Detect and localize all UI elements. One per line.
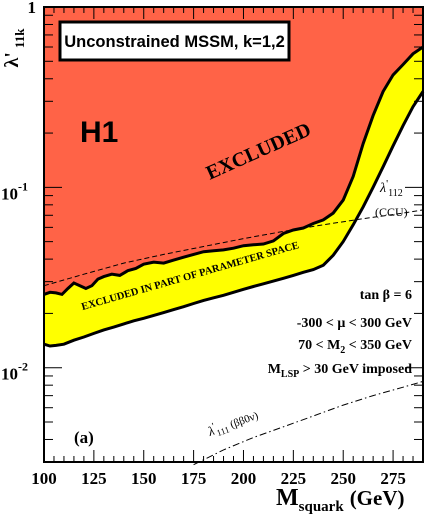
parameter-line: 70 < M2 < 350 GeV bbox=[298, 338, 412, 356]
ccu-label: (CCU) bbox=[375, 205, 408, 219]
y-tick-label: 10-2 bbox=[1, 360, 28, 384]
parameter-block: tan β = 6 -300 < μ < 300 GeV 70 < M2 < 350… bbox=[268, 288, 413, 380]
panel-label: (a) bbox=[74, 428, 94, 447]
partial-boundary-line bbox=[43, 90, 425, 348]
x-tick-label: 250 bbox=[330, 469, 356, 488]
lambda-112-line bbox=[43, 209, 424, 287]
x-tick-label: 100 bbox=[31, 469, 57, 488]
x-tick-label: 275 bbox=[380, 469, 406, 488]
y-axis-title: λ'11k bbox=[1, 28, 27, 68]
excluded-boundary-line bbox=[43, 45, 424, 297]
x-tick-label: 150 bbox=[131, 469, 157, 488]
lambda-111-line bbox=[193, 380, 424, 466]
plot-area bbox=[43, 7, 425, 466]
y-tick-label: 1 bbox=[28, 0, 37, 17]
excluded-region-fill bbox=[44, 7, 423, 295]
x-tick-label: 200 bbox=[231, 469, 257, 488]
lambda-111-label: λ'111 (ββ0ν) bbox=[205, 406, 261, 441]
axes: 100 125 150 175 200 225 250 275 1 10-1 10-2 bbox=[1, 0, 424, 488]
chart-title-box bbox=[58, 20, 291, 62]
x-axis-title: Msquark (GeV) bbox=[276, 485, 405, 515]
parameter-line: -300 < μ < 300 GeV bbox=[297, 316, 412, 331]
lambda-112-label: λ'112 bbox=[379, 178, 403, 199]
chart-title: Unconstrained MSSM, k=1,2 bbox=[64, 33, 285, 51]
parameter-line: tan β = 6 bbox=[360, 288, 412, 303]
experiment-label: H1 bbox=[80, 116, 118, 149]
y-tick-label: 10-1 bbox=[1, 179, 28, 203]
parameter-line: MLSP > 30 GeV imposed bbox=[268, 362, 413, 380]
x-tick-label: 225 bbox=[281, 469, 307, 488]
x-tick-label: 175 bbox=[181, 469, 207, 488]
x-tick-label: 125 bbox=[81, 469, 107, 488]
